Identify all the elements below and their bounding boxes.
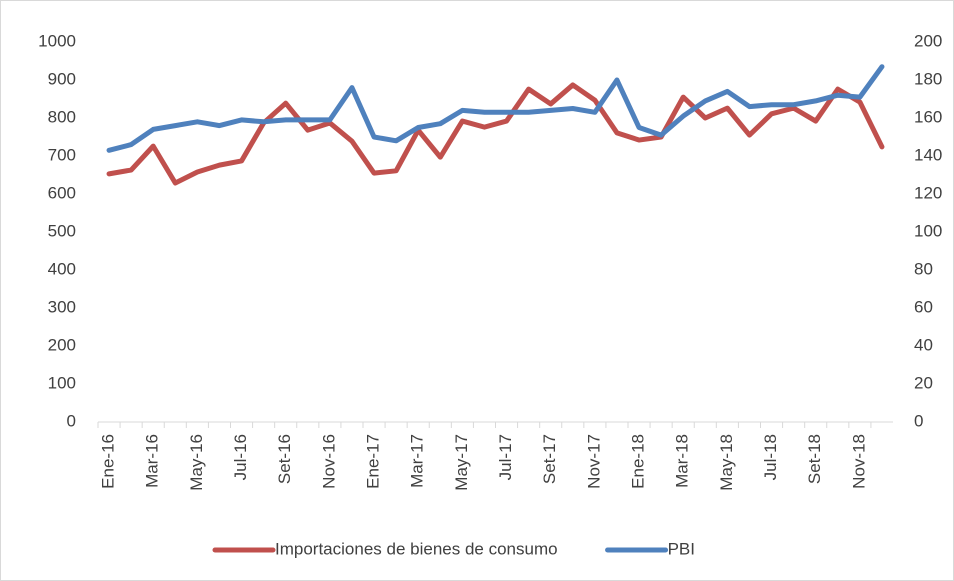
series-line bbox=[106, 64, 885, 153]
y2-tick-label: 60 bbox=[914, 297, 933, 316]
x-tick-label: Ene-18 bbox=[629, 434, 648, 489]
y-tick-label: 500 bbox=[48, 221, 76, 240]
x-tick-label: May-16 bbox=[187, 434, 206, 491]
x-tick-label: Nov-18 bbox=[849, 434, 868, 489]
x-tick-label: May-18 bbox=[717, 434, 736, 491]
y-tick-label: 0 bbox=[67, 411, 76, 430]
y-tick-label: 1000 bbox=[38, 31, 76, 50]
x-tick-label: Set-17 bbox=[540, 434, 559, 484]
y-tick-label: 400 bbox=[48, 259, 76, 278]
y2-tick-label: 0 bbox=[914, 411, 923, 430]
x-tick-label: Mar-17 bbox=[408, 434, 427, 488]
y2-tick-label: 140 bbox=[914, 145, 942, 164]
y-tick-label: 900 bbox=[48, 69, 76, 88]
y-tick-label: 300 bbox=[48, 297, 76, 316]
legend-label: Importaciones de bienes de consumo bbox=[275, 539, 558, 558]
y2-tick-label: 200 bbox=[914, 31, 942, 50]
y2-tick-label: 180 bbox=[914, 69, 942, 88]
x-tick-label: Jul-18 bbox=[761, 434, 780, 480]
y2-tick-label: 100 bbox=[914, 221, 942, 240]
y-tick-label: 600 bbox=[48, 183, 76, 202]
x-tick-label: Jul-17 bbox=[496, 434, 515, 480]
y-tick-label: 800 bbox=[48, 107, 76, 126]
x-tick-label: Ene-17 bbox=[364, 434, 383, 489]
series-line bbox=[106, 82, 885, 186]
x-tick-label: Set-16 bbox=[275, 434, 294, 484]
x-tick-label: Mar-16 bbox=[143, 434, 162, 488]
y-tick-label: 200 bbox=[48, 335, 76, 354]
x-tick-label: Ene-16 bbox=[99, 434, 118, 489]
legend-label: PBI bbox=[668, 539, 695, 558]
x-tick-label: Nov-17 bbox=[584, 434, 603, 489]
x-tick-label: Set-18 bbox=[805, 434, 824, 484]
y2-tick-label: 20 bbox=[914, 373, 933, 392]
y2-tick-label: 160 bbox=[914, 107, 942, 126]
y2-tick-label: 80 bbox=[914, 259, 933, 278]
x-tick-label: Nov-16 bbox=[319, 434, 338, 489]
x-tick-label: May-17 bbox=[452, 434, 471, 491]
y2-tick-label: 120 bbox=[914, 183, 942, 202]
x-tick-label: Mar-18 bbox=[673, 434, 692, 488]
y2-tick-label: 40 bbox=[914, 335, 933, 354]
y-tick-label: 700 bbox=[48, 145, 76, 164]
y-tick-label: 100 bbox=[48, 373, 76, 392]
x-tick-label: Jul-16 bbox=[231, 434, 250, 480]
